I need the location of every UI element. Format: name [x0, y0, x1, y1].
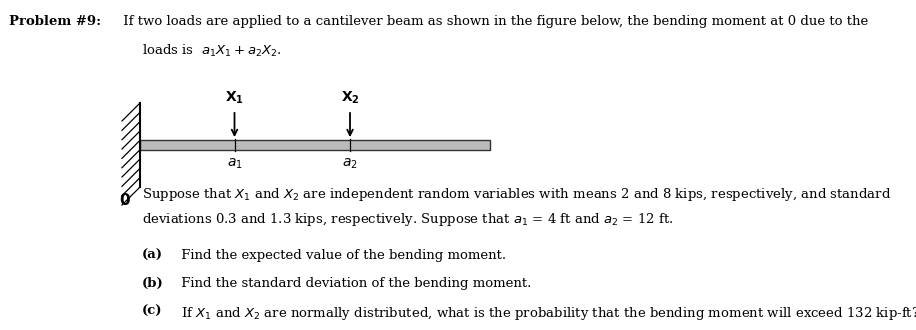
- Text: (a): (a): [142, 249, 163, 262]
- Text: If $X_1$ and $X_2$ are normally distributed, what is the probability that the be: If $X_1$ and $X_2$ are normally distribu…: [177, 305, 916, 322]
- Text: deviations 0.3 and 1.3 kips, respectively. Suppose that $a_1$ = 4 ft and $a_2$ =: deviations 0.3 and 1.3 kips, respectivel…: [142, 211, 673, 228]
- Text: $\mathbf{X_2}$: $\mathbf{X_2}$: [341, 90, 359, 106]
- Text: Find the expected value of the bending moment.: Find the expected value of the bending m…: [177, 249, 506, 262]
- Text: $a_1$: $a_1$: [226, 157, 243, 171]
- Bar: [140, 140, 490, 150]
- Text: $\mathbf{X_1}$: $\mathbf{X_1}$: [225, 90, 244, 106]
- Text: $\mathbf{0}$: $\mathbf{0}$: [119, 192, 131, 208]
- Text: Problem #9:: Problem #9:: [9, 15, 102, 28]
- Text: (c): (c): [142, 305, 162, 318]
- Text: Suppose that $X_1$ and $X_2$ are independent random variables with means 2 and 8: Suppose that $X_1$ and $X_2$ are indepen…: [142, 186, 891, 204]
- Text: Find the standard deviation of the bending moment.: Find the standard deviation of the bendi…: [177, 277, 531, 290]
- Text: loads is  $a_1X_1 + a_2X_2$.: loads is $a_1X_1 + a_2X_2$.: [142, 43, 282, 59]
- Text: $a_2$: $a_2$: [343, 157, 358, 171]
- Text: (b): (b): [142, 277, 164, 290]
- Text: If two loads are applied to a cantilever beam as shown in the figure below, the : If two loads are applied to a cantilever…: [119, 15, 868, 28]
